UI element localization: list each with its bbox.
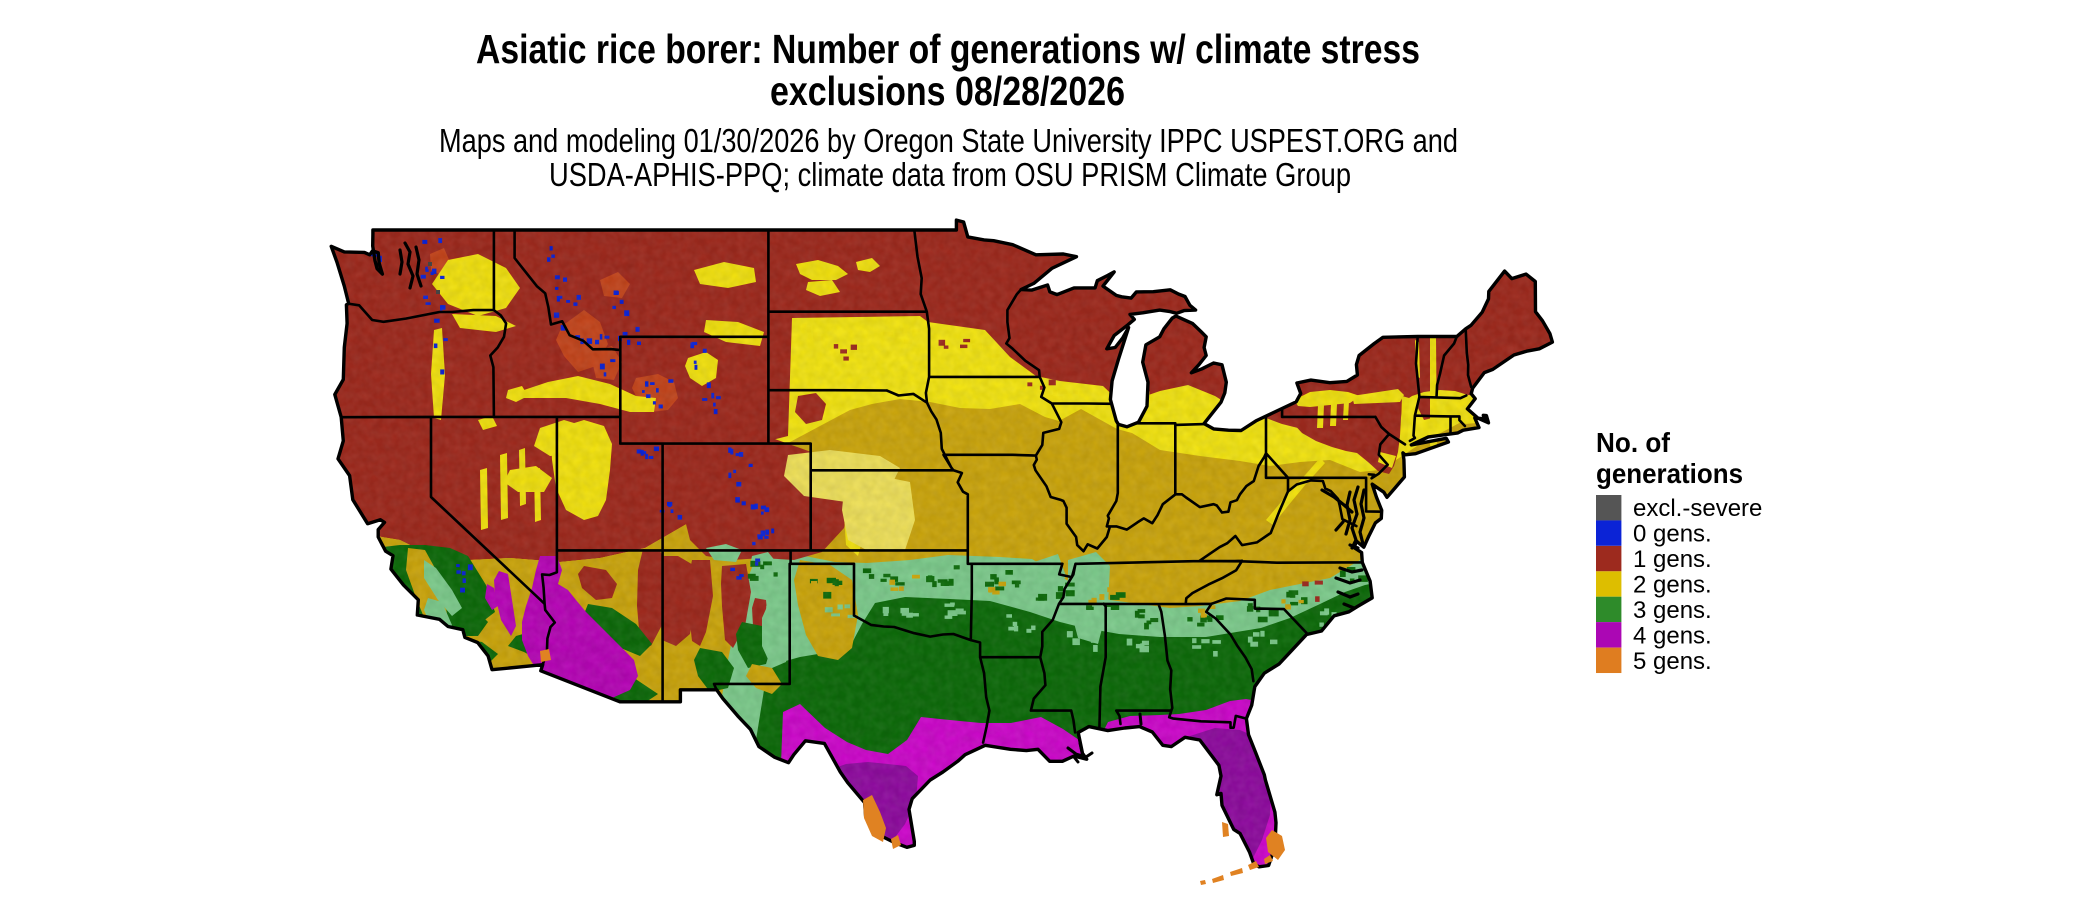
svg-text:3 gens.: 3 gens. bbox=[1633, 597, 1712, 624]
svg-text:1 gens.: 1 gens. bbox=[1633, 546, 1712, 573]
svg-text:0 gens.: 0 gens. bbox=[1633, 521, 1712, 548]
svg-text:No. of: No. of bbox=[1596, 427, 1671, 458]
svg-text:4 gens.: 4 gens. bbox=[1633, 622, 1712, 649]
svg-text:5 gens.: 5 gens. bbox=[1633, 648, 1712, 675]
svg-text:USDA-APHIS-PPQ; climate data f: USDA-APHIS-PPQ; climate data from OSU PR… bbox=[549, 156, 1351, 193]
svg-text:exclusions 08/28/2026: exclusions 08/28/2026 bbox=[770, 68, 1125, 114]
svg-text:Maps and modeling 01/30/2026 b: Maps and modeling 01/30/2026 by Oregon S… bbox=[439, 122, 1458, 159]
svg-text:Asiatic rice borer: Number of: Asiatic rice borer: Number of generation… bbox=[476, 26, 1420, 72]
svg-text:generations: generations bbox=[1596, 458, 1743, 489]
svg-text:2 gens.: 2 gens. bbox=[1633, 572, 1712, 599]
svg-text:excl.-severe: excl.-severe bbox=[1633, 495, 1762, 522]
